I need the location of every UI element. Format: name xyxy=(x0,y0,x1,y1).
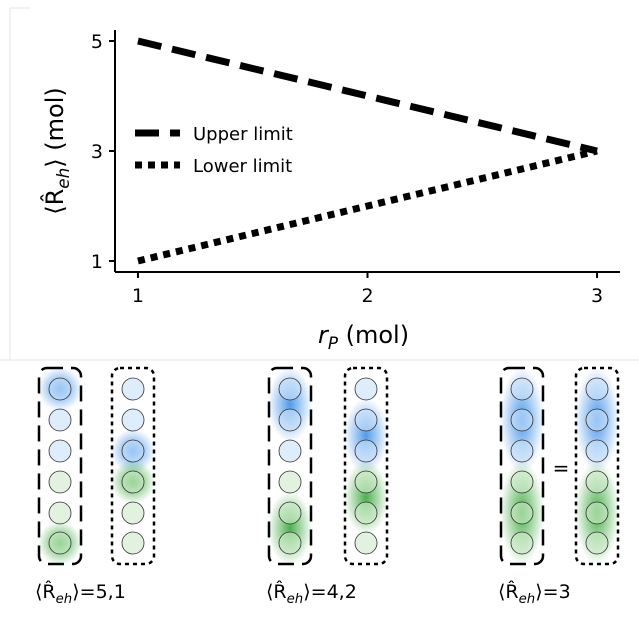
caption-tail: ⟩=3 xyxy=(535,581,570,603)
caption-tail: ⟩=5,1 xyxy=(72,581,126,603)
x-tick-label: 3 xyxy=(591,285,603,307)
caption-sub: eh xyxy=(519,592,536,607)
site xyxy=(278,408,302,432)
y-axis-label-main: ⟨R̂ xyxy=(41,189,69,215)
x-tick-label: 1 xyxy=(132,285,144,307)
caption: ⟨R̂eh⟩=4,2 xyxy=(266,581,357,607)
x-axis-label-tail: (mol) xyxy=(338,321,409,349)
site xyxy=(48,501,72,525)
caption-sub: eh xyxy=(56,592,73,607)
glow xyxy=(268,491,312,565)
y-axis-label-sub: eh xyxy=(53,168,73,189)
site xyxy=(354,408,378,432)
site xyxy=(585,531,609,555)
site xyxy=(354,470,378,494)
site xyxy=(278,439,302,463)
equals-sign: = xyxy=(553,456,570,480)
caption-main: ⟨R̂ xyxy=(498,581,519,603)
y-axis-label: ⟨R̂eh⟩ (mol) xyxy=(41,87,73,214)
glow xyxy=(268,367,312,442)
caption-main: ⟨R̂ xyxy=(266,581,287,603)
dotted-box xyxy=(343,366,389,566)
site xyxy=(510,439,534,463)
site xyxy=(121,408,145,432)
y-axis-label-tail: ⟩ (mol) xyxy=(41,87,69,167)
site xyxy=(354,439,378,463)
y-tick-label: 5 xyxy=(91,31,103,53)
site xyxy=(278,501,302,525)
site xyxy=(48,377,72,401)
site xyxy=(121,470,145,494)
caption: ⟨R̂eh⟩=5,1 xyxy=(35,581,126,607)
site xyxy=(48,408,72,432)
legend-label: Upper limit xyxy=(193,124,293,145)
site xyxy=(585,408,609,432)
y-tick-label: 3 xyxy=(91,141,103,163)
legend-label: Lower limit xyxy=(193,156,292,177)
x-axis-label-sub: P xyxy=(328,333,339,353)
site xyxy=(121,531,145,555)
site xyxy=(48,439,72,463)
x-axis-label-main: r xyxy=(318,321,330,349)
site xyxy=(121,377,145,401)
series-line xyxy=(137,147,598,265)
site xyxy=(278,470,302,494)
caption-main: ⟨R̂ xyxy=(35,581,56,603)
site xyxy=(121,501,145,525)
x-tick-label: 2 xyxy=(361,285,373,307)
caption-tail: ⟩=4,2 xyxy=(303,581,357,603)
site xyxy=(510,408,534,432)
series-line xyxy=(137,37,598,155)
site xyxy=(48,470,72,494)
x-axis-label: rP (mol) xyxy=(318,321,409,353)
site xyxy=(510,501,534,525)
site xyxy=(48,531,72,555)
site xyxy=(354,501,378,525)
site xyxy=(510,531,534,555)
site xyxy=(585,501,609,525)
site xyxy=(585,377,609,401)
site xyxy=(121,439,145,463)
site xyxy=(354,377,378,401)
glow xyxy=(344,398,388,473)
dotted-box xyxy=(110,366,156,566)
site xyxy=(278,531,302,555)
site xyxy=(510,377,534,401)
diagram: =⟨R̂eh⟩=5,1 ⟨R̂eh⟩=4,2 ⟨R̂eh⟩=3 xyxy=(35,366,620,607)
y-tick-label: 1 xyxy=(91,251,103,273)
caption-sub: eh xyxy=(287,592,304,607)
site xyxy=(585,439,609,463)
glow xyxy=(344,460,388,535)
caption: ⟨R̂eh⟩=3 xyxy=(498,581,571,607)
site xyxy=(510,470,534,494)
site xyxy=(354,531,378,555)
site xyxy=(585,470,609,494)
site xyxy=(278,377,302,401)
